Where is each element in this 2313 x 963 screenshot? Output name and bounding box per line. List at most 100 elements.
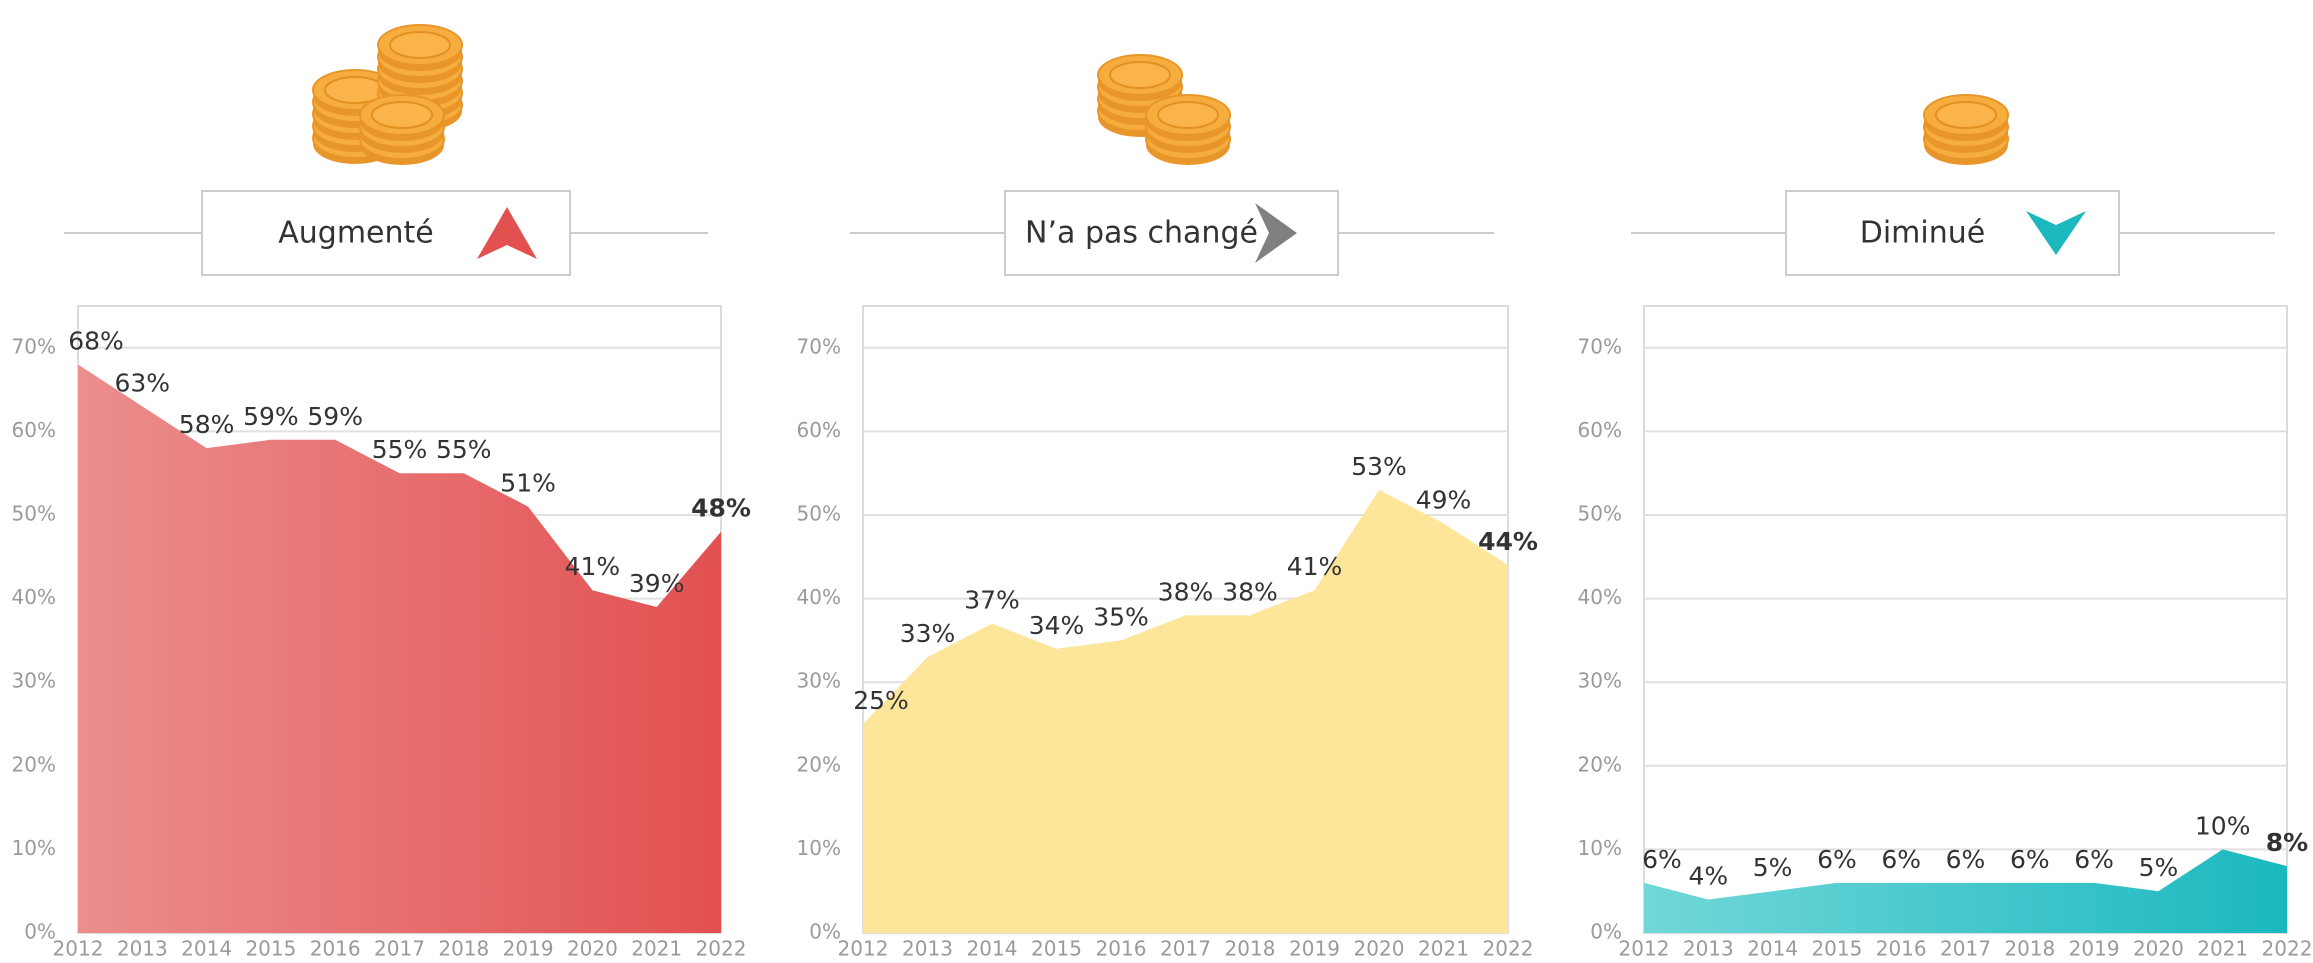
x-tick-label: 2021 bbox=[2197, 937, 2248, 961]
area bbox=[863, 489, 1508, 933]
value-label: 4% bbox=[1688, 862, 1728, 891]
x-tick-label: 2022 bbox=[2262, 937, 2313, 961]
x-tick-label: 2017 bbox=[1160, 937, 1211, 961]
x-tick-label: 2017 bbox=[374, 937, 425, 961]
value-label: 38% bbox=[1222, 577, 1278, 606]
x-tick-label: 2015 bbox=[1811, 937, 1862, 961]
value-label: 6% bbox=[2010, 845, 2050, 874]
value-label: 37% bbox=[964, 586, 1020, 615]
value-label: 6% bbox=[1946, 845, 1986, 874]
x-tick-label: 2020 bbox=[1354, 937, 1405, 961]
value-label: 6% bbox=[2074, 845, 2114, 874]
x-tick-label: 2020 bbox=[2133, 937, 2184, 961]
value-label: 48% bbox=[691, 494, 751, 523]
value-label: 59% bbox=[243, 402, 299, 431]
x-tick-label: 2016 bbox=[310, 937, 361, 961]
y-tick-label: 0% bbox=[809, 920, 841, 944]
y-tick-label: 70% bbox=[797, 334, 841, 358]
y-tick-label: 10% bbox=[1578, 836, 1622, 860]
coin-face bbox=[371, 101, 433, 129]
y-tick-label: 50% bbox=[797, 502, 841, 526]
value-label: 55% bbox=[372, 435, 428, 464]
value-label: 25% bbox=[853, 686, 909, 715]
x-tick-label: 2018 bbox=[1225, 937, 1276, 961]
value-label: 53% bbox=[1351, 452, 1407, 481]
value-label: 59% bbox=[307, 402, 363, 431]
trend-arrow bbox=[2026, 211, 2086, 255]
x-tick-label: 2015 bbox=[245, 937, 296, 961]
plot-frame bbox=[1643, 305, 2288, 934]
x-tick-label: 2013 bbox=[902, 937, 953, 961]
x-tick-label: 2012 bbox=[1619, 937, 1670, 961]
area bbox=[1644, 849, 2287, 933]
value-label: 58% bbox=[179, 410, 235, 439]
x-tick-label: 2012 bbox=[838, 937, 889, 961]
value-label: 33% bbox=[900, 619, 956, 648]
x-tick-label: 2013 bbox=[117, 937, 168, 961]
coin-face bbox=[1157, 101, 1219, 129]
y-tick-label: 50% bbox=[12, 502, 56, 526]
y-tick-label: 20% bbox=[12, 752, 56, 776]
y-tick-label: 70% bbox=[1578, 334, 1622, 358]
value-label: 68% bbox=[68, 327, 124, 356]
x-tick-label: 2021 bbox=[1418, 937, 1469, 961]
value-label: 55% bbox=[436, 435, 492, 464]
x-tick-label: 2017 bbox=[1940, 937, 1991, 961]
y-tick-label: 40% bbox=[1578, 585, 1622, 609]
y-tick-label: 10% bbox=[12, 836, 56, 860]
y-tick-label: 30% bbox=[12, 669, 56, 693]
value-label: 44% bbox=[1478, 527, 1538, 556]
y-tick-label: 60% bbox=[797, 418, 841, 442]
y-tick-label: 70% bbox=[12, 334, 56, 358]
value-label: 49% bbox=[1416, 485, 1472, 514]
x-tick-label: 2012 bbox=[53, 937, 104, 961]
value-label: 51% bbox=[500, 469, 556, 498]
x-tick-label: 2021 bbox=[631, 937, 682, 961]
value-label: 38% bbox=[1158, 577, 1214, 606]
x-tick-label: 2022 bbox=[1483, 937, 1534, 961]
value-label: 10% bbox=[2195, 811, 2251, 840]
y-tick-label: 20% bbox=[797, 752, 841, 776]
x-tick-label: 2018 bbox=[438, 937, 489, 961]
panel-title: N’a pas changé bbox=[1025, 216, 1258, 251]
area bbox=[78, 364, 721, 933]
x-tick-label: 2019 bbox=[2069, 937, 2120, 961]
trend-arrow bbox=[477, 207, 537, 259]
value-label: 41% bbox=[1287, 552, 1343, 581]
value-label: 6% bbox=[1817, 845, 1857, 874]
y-tick-label: 0% bbox=[24, 920, 56, 944]
value-label: 63% bbox=[115, 368, 171, 397]
y-tick-label: 60% bbox=[1578, 418, 1622, 442]
y-tick-label: 30% bbox=[1578, 669, 1622, 693]
x-tick-label: 2020 bbox=[567, 937, 618, 961]
x-tick-label: 2014 bbox=[967, 937, 1018, 961]
value-label: 35% bbox=[1093, 602, 1149, 631]
value-label: 6% bbox=[1642, 845, 1682, 874]
trend-arrow bbox=[1255, 203, 1297, 263]
x-tick-label: 2022 bbox=[696, 937, 747, 961]
y-tick-label: 30% bbox=[797, 669, 841, 693]
x-tick-label: 2013 bbox=[1683, 937, 1734, 961]
y-tick-label: 40% bbox=[797, 585, 841, 609]
panel-title: Diminué bbox=[1860, 216, 1985, 251]
x-tick-label: 2016 bbox=[1096, 937, 1147, 961]
coin-face bbox=[1935, 101, 1997, 129]
x-tick-label: 2016 bbox=[1876, 937, 1927, 961]
x-tick-label: 2019 bbox=[503, 937, 554, 961]
y-tick-label: 50% bbox=[1578, 502, 1622, 526]
value-label: 5% bbox=[2139, 853, 2179, 882]
value-label: 34% bbox=[1029, 611, 1085, 640]
y-tick-label: 0% bbox=[1590, 920, 1622, 944]
value-label: 8% bbox=[2266, 828, 2308, 857]
x-tick-label: 2015 bbox=[1031, 937, 1082, 961]
y-tick-label: 20% bbox=[1578, 752, 1622, 776]
y-tick-label: 10% bbox=[797, 836, 841, 860]
value-label: 6% bbox=[1881, 845, 1921, 874]
value-label: 41% bbox=[565, 552, 621, 581]
x-tick-label: 2014 bbox=[1747, 937, 1798, 961]
value-label: 5% bbox=[1753, 853, 1793, 882]
value-label: 39% bbox=[629, 569, 685, 598]
panel-title: Augmenté bbox=[278, 216, 434, 251]
y-tick-label: 60% bbox=[12, 418, 56, 442]
